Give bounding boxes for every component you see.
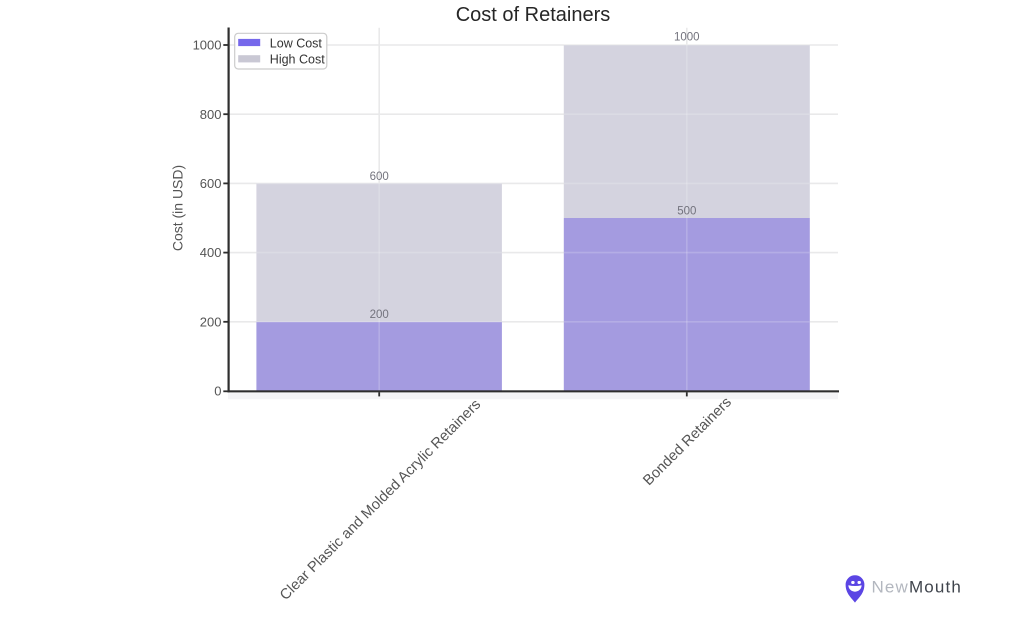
svg-text:400: 400 — [200, 245, 222, 260]
svg-text:Cost of Retainers: Cost of Retainers — [456, 4, 611, 26]
svg-text:NewMouth: NewMouth — [872, 578, 962, 597]
svg-text:1000: 1000 — [674, 32, 700, 44]
svg-text:Low Cost: Low Cost — [270, 36, 323, 50]
svg-text:500: 500 — [677, 206, 696, 218]
svg-text:600: 600 — [370, 171, 389, 183]
svg-text:High Cost: High Cost — [270, 53, 325, 67]
svg-text:0: 0 — [214, 384, 221, 399]
svg-text:Cost (in USD): Cost (in USD) — [170, 165, 186, 251]
svg-text:800: 800 — [200, 107, 222, 122]
svg-text:1000: 1000 — [193, 38, 222, 53]
svg-text:200: 200 — [200, 314, 222, 329]
svg-text:200: 200 — [370, 309, 389, 321]
svg-text:600: 600 — [200, 176, 222, 191]
